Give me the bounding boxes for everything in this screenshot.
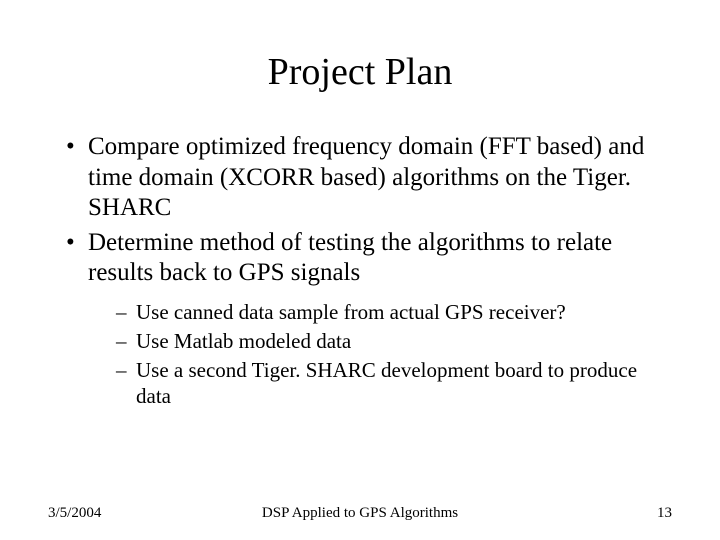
sub-bullet-text: Use canned data sample from actual GPS r… — [136, 300, 566, 324]
bullet-text: Compare optimized frequency domain (FFT … — [88, 133, 644, 221]
footer-date: 3/5/2004 — [48, 505, 101, 522]
footer-page-number: 13 — [657, 505, 672, 522]
slide-footer: 3/5/2004 DSP Applied to GPS Algorithms 1… — [48, 505, 672, 522]
sub-bullet-item: Use Matlab modeled data — [116, 328, 672, 354]
sub-bullet-text: Use Matlab modeled data — [136, 329, 351, 353]
sub-bullet-item: Use a second Tiger. SHARC development bo… — [116, 357, 672, 410]
bullet-text: Determine method of testing the algorith… — [88, 229, 612, 287]
sub-bullet-text: Use a second Tiger. SHARC development bo… — [136, 358, 637, 408]
bullet-item: Determine method of testing the algorith… — [66, 228, 672, 410]
bullet-item: Compare optimized frequency domain (FFT … — [66, 132, 672, 224]
sub-bullet-item: Use canned data sample from actual GPS r… — [116, 299, 672, 325]
footer-title: DSP Applied to GPS Algorithms — [262, 505, 458, 522]
bullet-list: Compare optimized frequency domain (FFT … — [66, 132, 672, 410]
sub-bullet-list: Use canned data sample from actual GPS r… — [116, 299, 672, 410]
slide-title: Project Plan — [48, 50, 672, 94]
slide: Project Plan Compare optimized frequency… — [0, 0, 720, 540]
